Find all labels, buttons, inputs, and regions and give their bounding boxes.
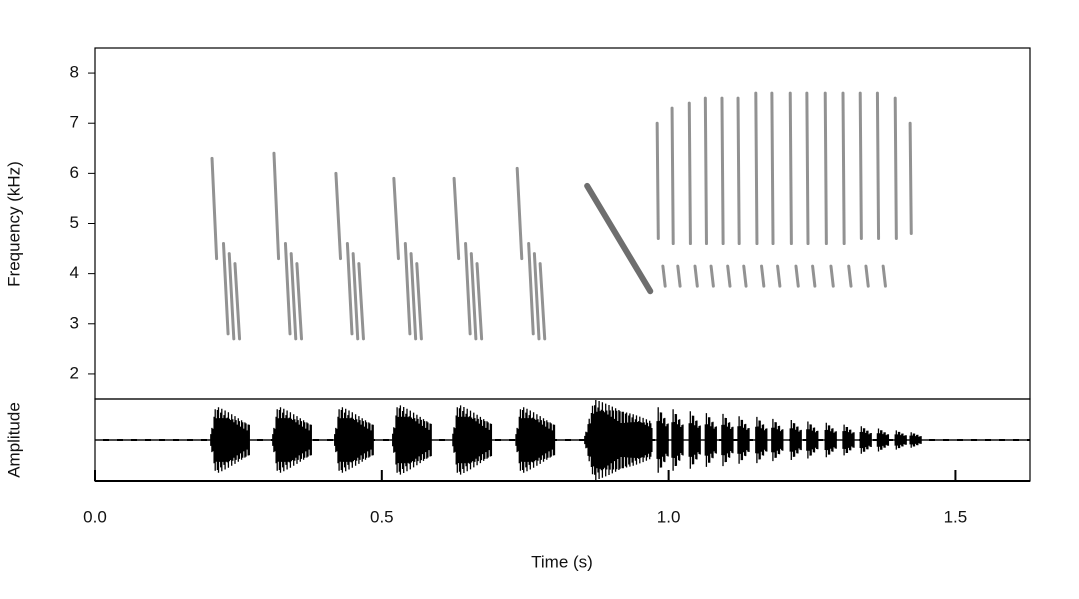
waveform-burst xyxy=(824,422,837,458)
note xyxy=(415,262,423,341)
waveform-burst xyxy=(584,400,653,480)
note xyxy=(221,242,230,336)
note xyxy=(345,242,354,336)
note xyxy=(655,121,660,241)
x-tick-label: 1.5 xyxy=(944,507,968,526)
note xyxy=(403,242,412,336)
waveform-burst xyxy=(671,409,684,471)
note xyxy=(227,252,236,341)
note xyxy=(841,91,846,246)
y-tick-label: 4 xyxy=(70,263,79,282)
note xyxy=(760,264,766,288)
note xyxy=(770,91,775,246)
waveform-burst xyxy=(806,421,819,459)
note xyxy=(469,252,478,341)
note xyxy=(881,264,887,288)
waveform-burst xyxy=(704,413,717,467)
waveform-burst xyxy=(842,424,855,456)
note xyxy=(584,182,654,295)
waveform-burst xyxy=(894,430,907,450)
note xyxy=(452,176,461,261)
note xyxy=(858,91,863,241)
waveform-burst xyxy=(909,432,922,448)
note xyxy=(409,252,418,341)
note xyxy=(670,106,675,246)
waveform-burst xyxy=(515,407,556,473)
note xyxy=(893,96,898,241)
note xyxy=(392,176,400,261)
x-tick-label: 0.5 xyxy=(370,507,394,526)
waveform-burst xyxy=(334,407,374,473)
note xyxy=(754,91,759,246)
waveform-burst xyxy=(688,411,701,469)
note xyxy=(687,101,692,246)
waveform-burst xyxy=(789,420,802,460)
note xyxy=(210,156,219,261)
note xyxy=(776,264,782,288)
x-axis-label: Time (s) xyxy=(531,552,593,571)
waveform-burst xyxy=(656,407,669,473)
waveform-burst xyxy=(771,418,784,462)
note xyxy=(726,264,732,288)
note xyxy=(794,264,800,288)
note xyxy=(720,96,725,246)
note xyxy=(709,264,715,288)
x-tick-label: 1.0 xyxy=(657,507,681,526)
note xyxy=(788,91,793,246)
y-tick-label: 8 xyxy=(70,63,79,82)
note xyxy=(295,262,304,341)
note xyxy=(661,264,667,288)
note xyxy=(823,91,828,246)
waveform-burst xyxy=(721,413,734,467)
note xyxy=(693,264,699,288)
note xyxy=(532,252,541,341)
y-tick-label: 6 xyxy=(70,163,79,182)
note xyxy=(334,171,343,261)
note xyxy=(908,121,913,236)
note xyxy=(464,242,472,336)
note xyxy=(736,96,741,246)
y-tick-label: 7 xyxy=(70,113,79,132)
note xyxy=(538,262,547,341)
waveform-burst xyxy=(452,405,493,475)
note xyxy=(515,166,524,261)
note xyxy=(811,264,817,288)
note xyxy=(272,151,281,261)
note xyxy=(527,242,535,336)
note xyxy=(703,96,708,246)
note xyxy=(875,91,881,241)
y-tick-label: 5 xyxy=(70,213,79,232)
note xyxy=(289,252,298,341)
waveform-burst xyxy=(392,405,432,475)
note xyxy=(829,264,835,288)
waveform-burst xyxy=(210,407,250,473)
note xyxy=(847,264,853,288)
y-axis-label: Frequency (kHz) xyxy=(4,161,23,287)
waveform-burst xyxy=(272,407,312,473)
waveform-burst xyxy=(859,426,872,454)
x-tick-label: 0.0 xyxy=(83,507,107,526)
note xyxy=(805,91,810,246)
note xyxy=(676,264,682,288)
waveform-burst xyxy=(876,428,890,452)
note xyxy=(283,242,292,336)
note xyxy=(351,252,360,341)
y-tick-label: 3 xyxy=(70,313,79,332)
waveform-burst xyxy=(755,416,768,464)
note xyxy=(357,262,365,341)
note xyxy=(864,264,870,288)
waveform-burst xyxy=(737,416,750,464)
y2-axis-label: Amplitude xyxy=(4,402,23,478)
note xyxy=(475,262,484,341)
note xyxy=(233,262,242,341)
y-tick-label: 2 xyxy=(70,363,79,382)
note xyxy=(742,264,748,288)
